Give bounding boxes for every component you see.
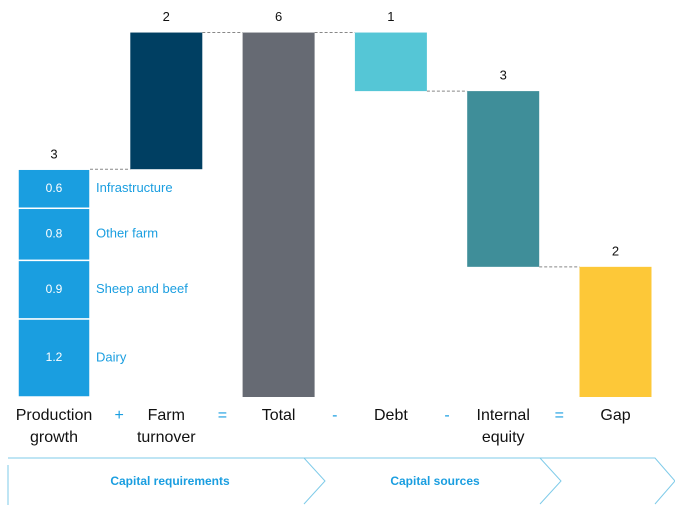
bar bbox=[354, 32, 427, 92]
category-label: Total bbox=[262, 407, 296, 424]
segment bbox=[17, 318, 91, 398]
value-label: 2 bbox=[163, 9, 170, 24]
banner-chevron bbox=[540, 457, 675, 505]
operator: = bbox=[555, 407, 564, 424]
segment-value: 0.6 bbox=[46, 181, 63, 195]
category-label: equity bbox=[482, 429, 525, 446]
segment bbox=[17, 207, 91, 262]
value-label: 1 bbox=[387, 9, 394, 24]
operator: - bbox=[444, 407, 449, 424]
bar bbox=[579, 266, 652, 397]
value-label: 3 bbox=[50, 147, 57, 162]
operator: = bbox=[218, 407, 227, 424]
group-label: Capital sources bbox=[390, 474, 480, 488]
banner-chevron bbox=[8, 457, 326, 505]
value-label: 2 bbox=[612, 243, 619, 258]
category-label: Debt bbox=[374, 407, 408, 424]
banner-chevron bbox=[304, 457, 562, 505]
group-label: Capital requirements bbox=[110, 474, 230, 488]
segment-name: Infrastructure bbox=[96, 180, 173, 195]
category-label: Gap bbox=[600, 407, 630, 424]
category-label: growth bbox=[30, 429, 78, 446]
segment-name: Sheep and beef bbox=[96, 281, 188, 296]
segment-name: Other farm bbox=[96, 226, 158, 241]
segment-value: 1.2 bbox=[46, 350, 63, 364]
category-label: turnover bbox=[137, 429, 196, 446]
banner bbox=[7, 457, 675, 505]
segment-value: 0.9 bbox=[46, 282, 63, 296]
segment bbox=[17, 168, 91, 210]
category-label: Internal bbox=[477, 407, 530, 424]
segment-name: Dairy bbox=[96, 349, 127, 364]
category-label: Farm bbox=[148, 407, 185, 424]
value-label: 3 bbox=[500, 68, 507, 83]
bar bbox=[130, 32, 203, 170]
bar bbox=[467, 91, 540, 267]
segment-value: 0.8 bbox=[46, 226, 63, 240]
operator: - bbox=[332, 407, 337, 424]
bar bbox=[242, 32, 315, 397]
operator: + bbox=[114, 407, 123, 424]
value-label: 6 bbox=[275, 9, 282, 24]
category-label: Production bbox=[16, 407, 93, 424]
